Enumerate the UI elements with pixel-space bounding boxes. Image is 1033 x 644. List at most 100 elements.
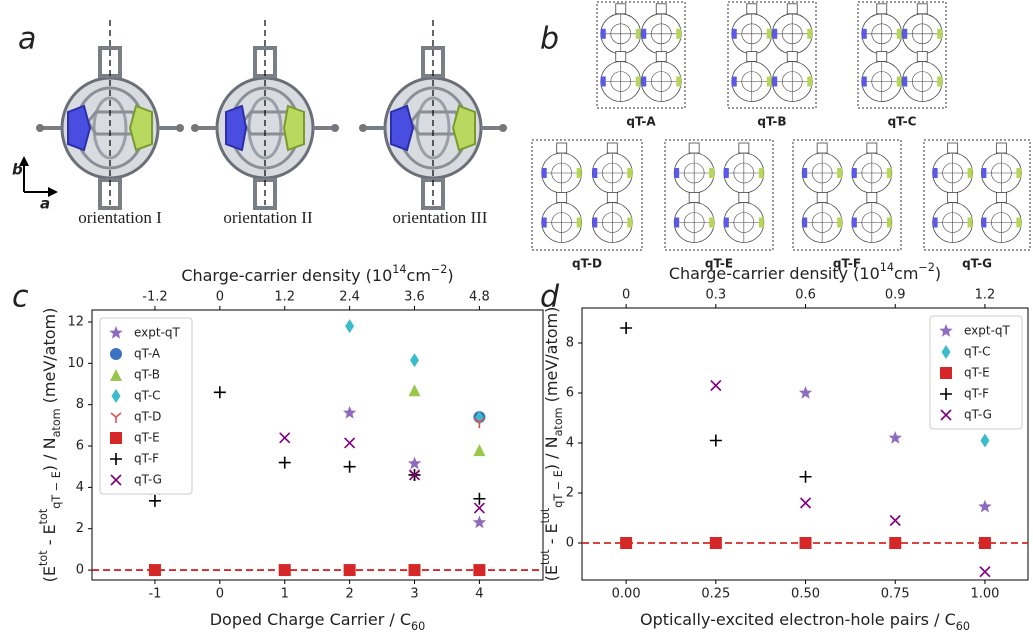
x-tick-label: 1.00: [970, 587, 999, 602]
green-patch: [576, 168, 582, 178]
structures: qT-A qT-B qT-C qT-D qT-E qT-F qT-G: [531, 1, 1031, 271]
point: [279, 432, 291, 444]
panel-label: a: [18, 22, 36, 57]
blue-patch: [731, 28, 737, 39]
green-patch: [709, 217, 715, 228]
blue-patch: [592, 217, 598, 228]
legend-label: qT-F: [134, 452, 159, 466]
fullerene: [731, 3, 773, 55]
x-tick-label: 4: [475, 587, 483, 602]
panel-label: b: [540, 22, 559, 57]
point: [345, 319, 355, 334]
point: [408, 564, 421, 577]
blue-patch: [981, 217, 987, 228]
blue-patch: [600, 76, 606, 87]
label-part: 60: [956, 620, 970, 633]
y-tick-label: 0: [566, 536, 574, 551]
blue-patch: [772, 76, 778, 87]
point: [344, 437, 356, 449]
legend-marker: [111, 389, 121, 403]
fullerene: [980, 192, 1022, 243]
blue-patch: [902, 76, 908, 87]
structure-cell: qT-E: [664, 139, 774, 271]
y-tick-label: 6: [566, 386, 574, 401]
panel-label: d: [540, 280, 560, 315]
x2-axis-title: Charge-carrier density (1014cm−2): [181, 263, 453, 285]
x2-tick-label: 4.8: [469, 290, 490, 305]
label-part: 14: [880, 261, 894, 274]
green-patch: [886, 217, 892, 228]
blue-patch: [674, 168, 680, 178]
x-tick-label: 3: [410, 587, 418, 602]
legend-marker: [110, 432, 122, 444]
x-tick-label: 0.50: [791, 587, 820, 602]
green-patch: [967, 168, 973, 178]
point: [798, 386, 813, 399]
label-part: qT − E: [50, 471, 63, 509]
structure-label: qT-E: [705, 257, 733, 271]
label-part: −2: [918, 261, 935, 274]
label-part: ) / N: [40, 437, 59, 471]
green-patch: [635, 76, 641, 87]
fullerene: [861, 51, 903, 102]
y-tick-label: 4: [566, 436, 574, 451]
x-tick-label: 0.00: [612, 587, 641, 602]
green-patch: [937, 76, 943, 87]
blue-patch: [861, 76, 867, 87]
point: [889, 537, 902, 549]
fullerene: [723, 192, 765, 243]
point: [710, 379, 722, 392]
fullerene: [731, 51, 773, 102]
x2-axis-title: Charge-carrier density (1014cm−2): [669, 261, 941, 283]
plot-frame: [581, 307, 1029, 581]
green-patch: [758, 168, 764, 178]
green-patch: [635, 28, 641, 39]
orientation-label: orientation III: [393, 208, 488, 227]
axis-letter: b: [12, 161, 23, 179]
green-patch: [967, 217, 973, 228]
axis-arrows: [19, 156, 58, 197]
legend-label: expt-qT: [964, 324, 1011, 338]
x2-tick-label: 3.6: [404, 290, 425, 305]
fullerene: [901, 51, 943, 102]
blue-patch: [541, 168, 547, 178]
label-part: ): [447, 266, 453, 285]
molecule: [357, 20, 509, 210]
plot-frame: [91, 309, 544, 581]
point: [278, 564, 291, 577]
blue-patch: [723, 168, 729, 178]
blue-patch: [772, 28, 778, 39]
structure-cell: qT-A: [596, 1, 686, 129]
y-tick-label: 6: [76, 439, 84, 454]
blue-patch: [932, 168, 938, 178]
point: [408, 384, 421, 397]
green-patch: [758, 217, 764, 228]
y-tick-label: 0: [76, 563, 84, 578]
blue-patch: [861, 28, 867, 39]
blue-patch: [851, 168, 857, 178]
point: [473, 417, 485, 429]
green-patch: [766, 76, 772, 87]
structure-label: qT-G: [962, 257, 992, 271]
point: [408, 469, 421, 481]
fullerene: [541, 142, 583, 194]
point: [473, 444, 486, 457]
y-tick-label: 8: [566, 336, 574, 351]
point: [472, 515, 487, 529]
point: [620, 537, 633, 549]
structure-label: qT-A: [626, 115, 656, 129]
legend-marker: [110, 474, 122, 486]
label-part: atom: [50, 408, 63, 437]
cell-box: [531, 139, 643, 251]
x2-tick-label: 1.2: [975, 288, 996, 303]
fullerene: [851, 142, 893, 194]
orientation-label: orientation II: [223, 208, 313, 227]
label-part: - E: [40, 524, 59, 550]
point: [980, 433, 990, 448]
fullerene: [901, 3, 943, 55]
point: [343, 564, 356, 577]
legend-label: qT-G: [134, 473, 162, 487]
legend-marker: [110, 369, 122, 381]
point: [888, 431, 902, 444]
fullerene: [591, 192, 633, 243]
